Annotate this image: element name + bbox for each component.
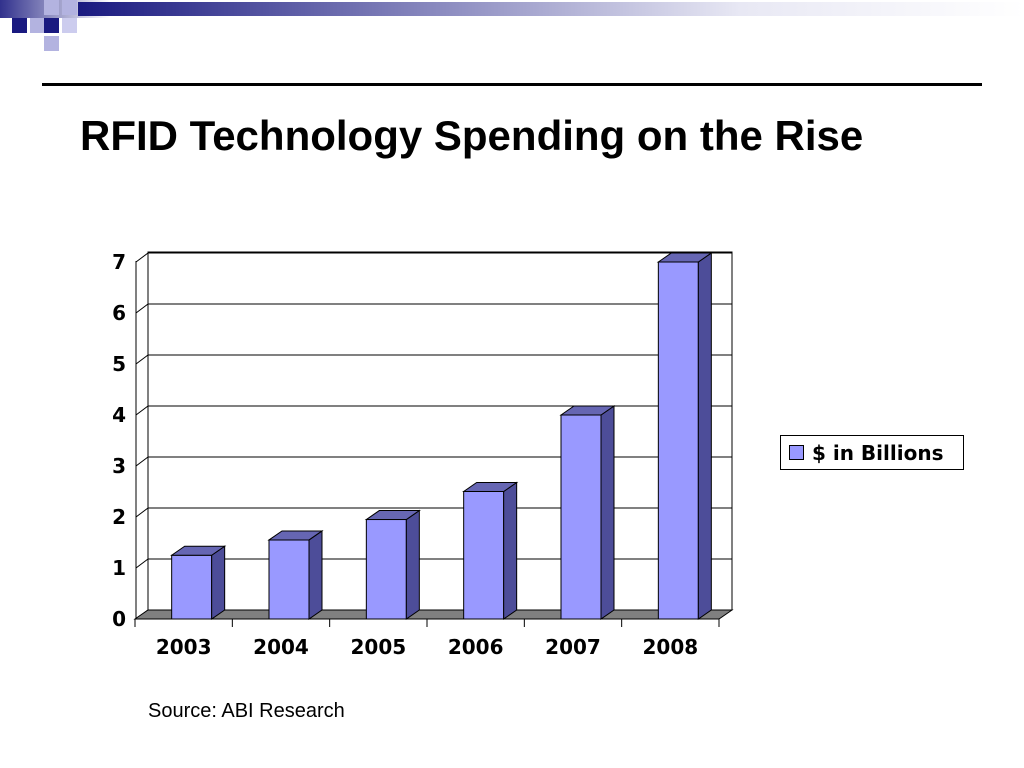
legend-label: $ in Billions: [812, 440, 944, 465]
bar-top-2005: [364, 510, 421, 521]
bar-top-2003: [170, 545, 227, 556]
source-note: Source: ABI Research: [148, 700, 345, 722]
y-tick-label: 4: [112, 403, 126, 427]
bar-top-2007: [559, 405, 616, 416]
x-tick-label: 2003: [156, 635, 212, 659]
bar-2005: [365, 519, 407, 620]
x-tick-label: 2008: [642, 635, 698, 659]
x-tick-label: 2005: [350, 635, 406, 659]
chart-legend: $ in Billions: [780, 435, 964, 470]
bar-2006: [463, 491, 505, 620]
y-tick: [135, 405, 149, 416]
bar-side-2004: [308, 529, 323, 620]
bar-side-2005: [405, 509, 420, 620]
y-tick: [135, 252, 149, 263]
y-tick: [135, 303, 149, 314]
chart-bars: [170, 252, 713, 620]
y-tick: [135, 456, 149, 467]
x-tick-label: 2007: [545, 635, 601, 659]
bar-top-2004: [267, 530, 324, 541]
y-tick: [135, 558, 149, 569]
bar-2007: [560, 414, 602, 620]
plot-area: [147, 251, 733, 611]
bar-2004: [268, 539, 310, 620]
bar-side-2003: [211, 545, 226, 620]
y-tick-label: 1: [112, 556, 126, 580]
y-tick: [135, 507, 149, 518]
chart-labels: 0 1 2 3 4 5 6 7 2003 2004 2005 2006 2007 2008: [112, 250, 698, 659]
y-tick-label: 6: [112, 301, 126, 325]
bar-2003: [171, 554, 213, 620]
x-tick-label: 2004: [253, 635, 309, 659]
bar-side-2006: [503, 481, 518, 620]
title-rule: [42, 83, 982, 86]
chart-grid: [133, 251, 734, 627]
y-tick-label: 5: [112, 352, 126, 376]
legend-swatch: [789, 445, 804, 460]
bar-top-2006: [462, 482, 519, 492]
y-tick-label: 3: [112, 454, 126, 478]
bar-top-2008: [656, 252, 713, 263]
bar-side-2007: [600, 405, 615, 620]
bar-side-2008: [697, 252, 712, 620]
chart-floor: [133, 609, 734, 620]
x-tick-label: 2006: [448, 635, 504, 659]
slide-title: RFID Technology Spending on the Rise: [80, 112, 864, 159]
y-tick: [135, 354, 149, 365]
y-tick-label: 0: [112, 607, 126, 631]
y-tick-label: 7: [112, 250, 126, 274]
y-tick-label: 2: [112, 505, 126, 529]
bar-2008: [657, 261, 699, 620]
decorative-gradient-bar: [78, 2, 1024, 16]
